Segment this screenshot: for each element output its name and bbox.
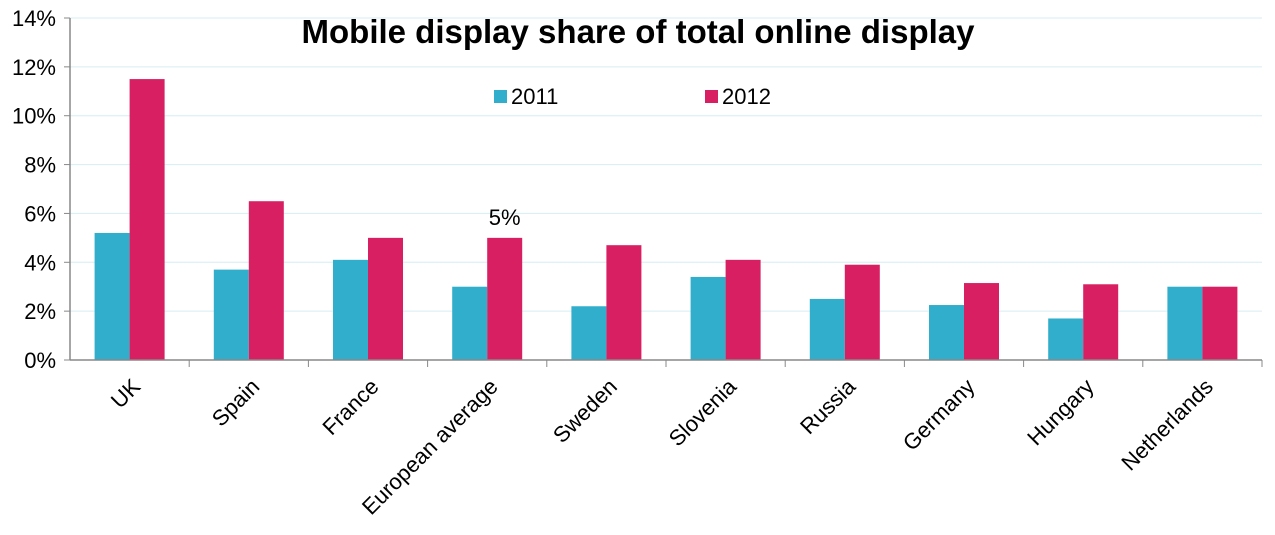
bar-2012 (248, 201, 284, 360)
legend-label-2012: 2012 (722, 84, 771, 109)
x-tick-label: Hungary (1022, 374, 1098, 450)
bar-2012 (844, 264, 880, 360)
bar-2011 (690, 276, 726, 360)
bar-2012 (964, 283, 999, 360)
bar-2011 (929, 305, 964, 360)
x-tick-label: Russia (795, 373, 861, 439)
bar-2011 (1048, 318, 1084, 360)
y-tick-label: 12% (12, 55, 56, 80)
x-tick-label: Netherlands (1116, 374, 1218, 476)
bar-2011 (452, 286, 488, 360)
bar-2011 (571, 306, 607, 360)
bar-2011 (809, 298, 845, 360)
x-tick-label: UK (106, 374, 146, 414)
bar-2012 (1202, 286, 1238, 360)
bar-2012 (129, 79, 165, 361)
bar-2011 (333, 259, 368, 360)
y-tick-label: 4% (24, 250, 56, 275)
bar-2012 (725, 259, 761, 360)
x-tick-label: Germany (898, 374, 980, 456)
legend: 2011 2012 (494, 84, 771, 109)
y-tick-label: 10% (12, 104, 56, 129)
x-tick-label: Sweden (548, 374, 622, 448)
y-tick-label: 2% (24, 299, 56, 324)
bar-2012 (487, 237, 523, 360)
legend-swatch-2011 (494, 90, 507, 103)
axes (64, 17, 1263, 367)
bar-2012 (368, 237, 403, 360)
bars (94, 79, 1238, 361)
bar-2011 (94, 232, 130, 360)
bar-2011 (213, 269, 249, 360)
y-tick-label: 0% (24, 348, 56, 373)
bar-2011 (1167, 286, 1203, 360)
chart-title: Mobile display share of total online dis… (302, 13, 976, 50)
x-tick-label: Slovenia (664, 373, 742, 451)
y-tick-label: 14% (12, 6, 56, 31)
data-label: 5% (489, 205, 521, 230)
legend-label-2011: 2011 (511, 84, 558, 109)
x-tick-label: France (317, 374, 383, 440)
y-tick-label: 6% (24, 201, 56, 226)
y-tick-label: 8% (24, 153, 56, 178)
legend-swatch-2012 (705, 90, 718, 103)
bar-2012 (1083, 284, 1119, 360)
x-tick-label: Spain (207, 374, 264, 431)
bar-2012 (606, 245, 642, 360)
